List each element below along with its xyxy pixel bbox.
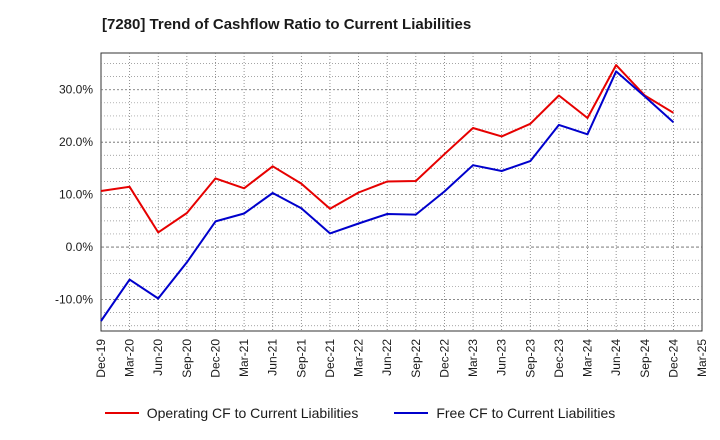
x-tick-label: Mar-20 bbox=[123, 339, 137, 377]
x-tick-label: Jun-20 bbox=[151, 339, 165, 376]
y-tick-label: -10.0% bbox=[55, 293, 93, 307]
x-tick-label: Mar-22 bbox=[352, 339, 366, 377]
x-tick-label: Sep-20 bbox=[180, 339, 194, 378]
x-tick-label: Sep-21 bbox=[294, 339, 308, 378]
x-tick-label: Dec-21 bbox=[323, 339, 337, 378]
legend-item-operating: Operating CF to Current Liabilities bbox=[104, 405, 359, 421]
x-tick-label: Dec-24 bbox=[666, 339, 680, 378]
x-tick-label: Dec-22 bbox=[437, 339, 451, 378]
legend-label-operating: Operating CF to Current Liabilities bbox=[146, 405, 359, 421]
x-tick-label: Jun-22 bbox=[380, 339, 394, 376]
x-tick-label: Sep-23 bbox=[523, 339, 537, 378]
y-tick-label: 20.0% bbox=[59, 135, 93, 149]
x-tick-label: Jun-21 bbox=[266, 339, 280, 376]
x-tick-label: Dec-23 bbox=[552, 339, 566, 378]
x-tick-label: Dec-19 bbox=[94, 339, 108, 378]
x-tick-label: Mar-25 bbox=[695, 339, 709, 377]
x-tick-label: Mar-24 bbox=[581, 339, 595, 377]
legend-swatch-operating bbox=[104, 412, 139, 414]
x-tick-label: Jun-24 bbox=[609, 339, 623, 376]
line-chart: Dec-19 Mar-20 Jun-20 Sep-20 Dec-20 Mar-21 Jun-… bbox=[55, 52, 709, 378]
chart-title: [7280] Trend of Cashflow Ratio to Curren… bbox=[102, 16, 472, 33]
y-tick-label: 10.0% bbox=[59, 188, 93, 202]
legend-swatch-free bbox=[394, 412, 429, 414]
y-tick-label: 30.0% bbox=[59, 83, 93, 97]
x-tick-label: Mar-23 bbox=[466, 339, 480, 377]
chart-legend: Operating CF to Current Liabilities Free… bbox=[0, 405, 720, 421]
plot-area bbox=[100, 52, 703, 332]
x-tick-label: Sep-22 bbox=[409, 339, 423, 378]
series-line-free-cf bbox=[100, 70, 675, 322]
legend-label-free: Free CF to Current Liabilities bbox=[436, 405, 616, 421]
y-tick-label: 0.0% bbox=[66, 240, 94, 254]
legend-item-free: Free CF to Current Liabilities bbox=[394, 405, 615, 421]
x-tick-label: Sep-24 bbox=[638, 339, 652, 378]
x-tick-label: Mar-21 bbox=[237, 339, 251, 377]
x-tick-label: Dec-20 bbox=[208, 339, 222, 378]
x-tick-label: Jun-23 bbox=[495, 339, 509, 376]
series-line-operating-cf bbox=[100, 64, 674, 234]
